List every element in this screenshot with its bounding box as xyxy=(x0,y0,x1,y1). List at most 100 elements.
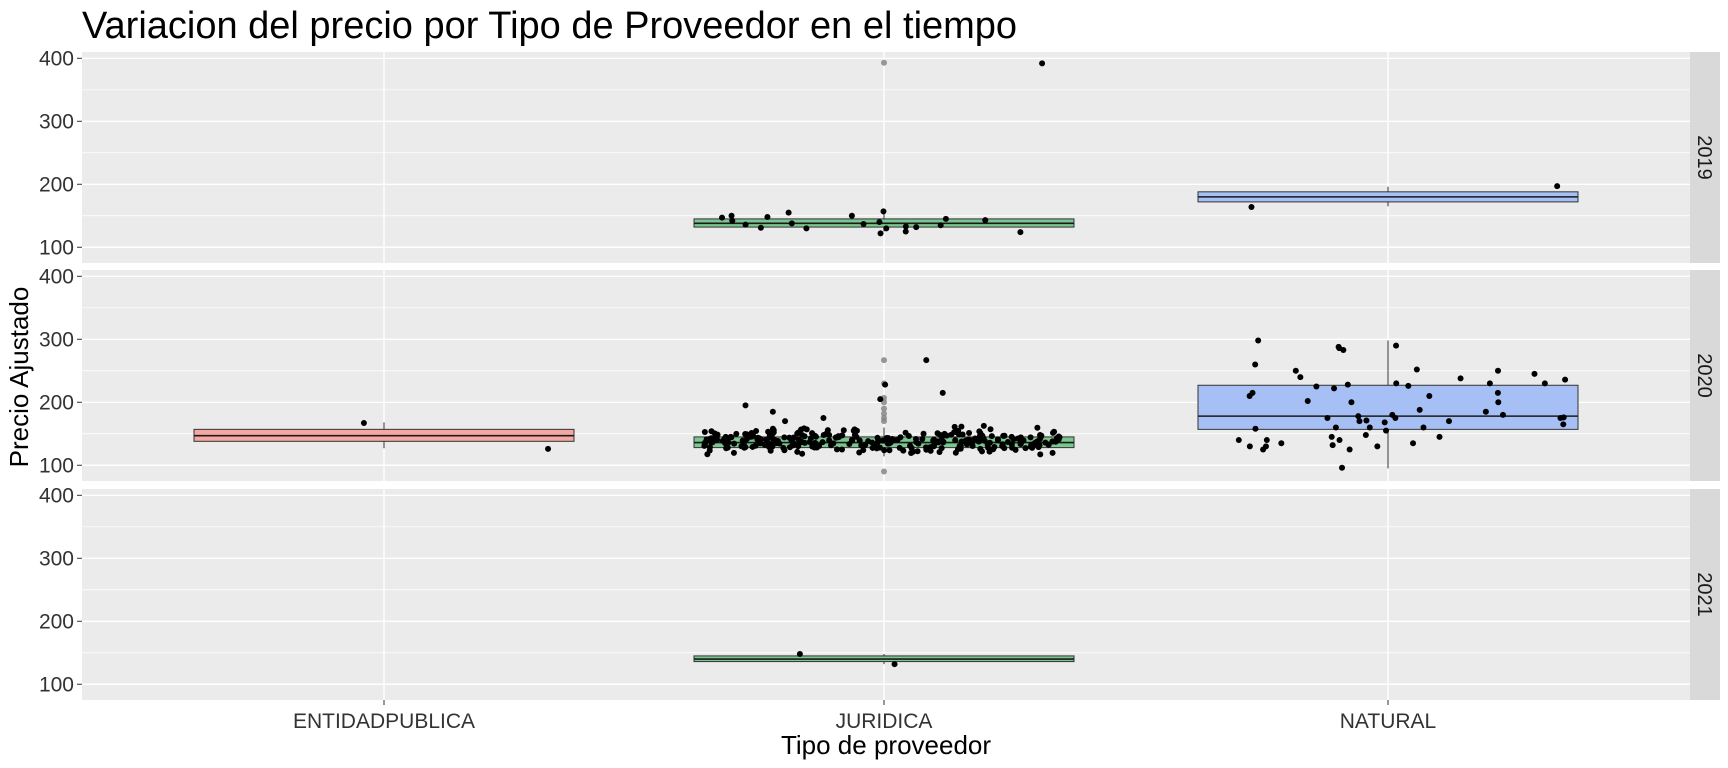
data-point xyxy=(1248,203,1255,210)
data-point xyxy=(764,214,771,221)
data-point xyxy=(820,432,827,439)
data-point xyxy=(1329,442,1336,449)
data-point xyxy=(728,212,735,219)
data-point xyxy=(803,225,810,232)
data-point xyxy=(977,445,984,452)
data-point xyxy=(937,222,944,229)
data-point xyxy=(883,435,890,442)
data-point xyxy=(897,434,904,441)
y-tick-label: 400 xyxy=(39,265,74,288)
y-tick-label: 200 xyxy=(39,173,74,196)
data-point xyxy=(1017,229,1024,236)
x-tick-label: ENTIDADPUBLICA xyxy=(293,710,475,733)
data-point xyxy=(914,448,921,455)
facet-strip xyxy=(1690,52,1720,263)
data-point xyxy=(1393,342,1400,349)
outlier-point xyxy=(881,357,887,364)
data-point xyxy=(826,431,833,438)
data-point xyxy=(1049,449,1056,456)
data-point xyxy=(835,434,842,441)
data-point xyxy=(770,427,777,434)
x-axis: ENTIDADPUBLICA JURIDICA NATURAL xyxy=(293,700,1436,733)
data-point xyxy=(881,447,888,454)
data-point xyxy=(937,431,944,438)
data-point xyxy=(1252,361,1259,368)
data-point xyxy=(701,429,708,436)
data-point xyxy=(1297,374,1304,381)
data-point xyxy=(940,439,947,446)
data-point xyxy=(977,430,984,437)
data-point xyxy=(957,445,964,452)
data-point xyxy=(1034,424,1041,431)
y-tick-label: 300 xyxy=(39,328,74,351)
data-point xyxy=(891,661,898,668)
data-point xyxy=(927,444,934,451)
data-point xyxy=(1336,437,1343,444)
data-point xyxy=(935,439,942,446)
data-point xyxy=(913,224,920,231)
data-point xyxy=(1499,411,1506,418)
data-point xyxy=(799,450,806,457)
data-point xyxy=(1022,445,1029,452)
data-point xyxy=(907,442,914,449)
data-point xyxy=(994,436,1001,443)
data-point xyxy=(955,427,962,434)
box-natural xyxy=(1197,186,1579,207)
data-point xyxy=(849,437,856,444)
data-point xyxy=(819,439,826,446)
data-point xyxy=(877,230,884,237)
data-point xyxy=(920,430,927,437)
data-point xyxy=(701,442,708,449)
y-tick-label: 100 xyxy=(39,673,74,696)
data-point xyxy=(729,217,736,224)
data-point xyxy=(769,441,776,448)
data-point xyxy=(969,442,976,449)
data-point xyxy=(360,420,367,427)
box-entidadpublica xyxy=(193,422,575,449)
y-tick-label: 200 xyxy=(39,610,74,633)
data-point xyxy=(1495,399,1502,406)
outlier-point xyxy=(881,410,887,417)
data-point xyxy=(1010,436,1017,443)
y-tick-label: 400 xyxy=(39,47,74,70)
data-point xyxy=(959,431,966,438)
y-tick-label: 300 xyxy=(39,110,74,133)
facet-2019: 100 200 300 400 2019 xyxy=(39,47,1720,263)
data-point xyxy=(1486,380,1493,387)
data-point xyxy=(952,449,959,456)
data-point xyxy=(1541,380,1548,387)
data-point xyxy=(966,430,973,437)
data-point xyxy=(877,396,884,403)
data-point xyxy=(988,433,995,440)
data-point xyxy=(856,449,863,456)
data-point xyxy=(1346,446,1353,453)
data-point xyxy=(1436,433,1443,440)
facet-strip-label: 2020 xyxy=(1693,353,1715,398)
data-point xyxy=(958,423,965,430)
box-iqr xyxy=(1197,384,1579,430)
data-point xyxy=(1494,389,1501,396)
outlier-point xyxy=(881,405,887,412)
data-point xyxy=(1055,433,1062,440)
data-point xyxy=(708,428,715,435)
data-point xyxy=(820,415,827,422)
data-point xyxy=(740,442,747,449)
data-point xyxy=(806,438,813,445)
data-point xyxy=(1004,439,1011,446)
data-point xyxy=(880,208,887,215)
data-point xyxy=(824,427,831,434)
data-point xyxy=(1029,444,1036,451)
data-point xyxy=(796,651,803,658)
y-axis-title: Precio Ajustado xyxy=(4,287,34,468)
data-point xyxy=(1410,440,1417,447)
data-point xyxy=(748,429,755,436)
data-point xyxy=(706,444,713,451)
data-point xyxy=(769,408,776,415)
data-point xyxy=(1374,443,1381,450)
data-point xyxy=(1457,375,1464,382)
data-point xyxy=(1393,380,1400,387)
data-point xyxy=(1001,445,1008,452)
box-natural xyxy=(1197,340,1579,469)
data-point xyxy=(795,443,802,450)
data-point xyxy=(724,444,731,451)
